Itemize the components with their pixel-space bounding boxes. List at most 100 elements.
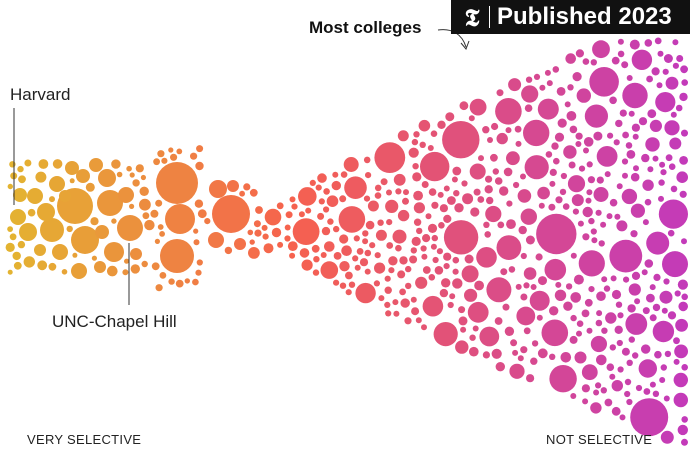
college-bubble [18, 175, 26, 184]
college-bubble [486, 277, 512, 303]
college-bubble [34, 244, 46, 256]
college-bubble [609, 373, 616, 380]
college-bubble [298, 187, 317, 206]
college-bubble [549, 365, 577, 393]
college-bubble [477, 196, 485, 203]
college-bubble [277, 241, 284, 248]
college-bubble [397, 130, 409, 142]
college-bubble [565, 283, 573, 290]
college-bubble [681, 364, 688, 371]
college-bubble [326, 195, 339, 207]
college-bubble [474, 280, 484, 291]
college-bubble [672, 62, 680, 69]
college-bubble [655, 92, 676, 113]
college-bubble [420, 245, 427, 252]
college-bubble [553, 157, 560, 165]
college-bubble [549, 168, 557, 176]
college-bubble [27, 188, 43, 204]
college-bubble [665, 154, 673, 162]
college-bubble [625, 142, 633, 149]
college-bubble [76, 169, 90, 183]
college-bubble [422, 266, 431, 274]
college-bubble [669, 137, 682, 150]
college-bubble [564, 101, 571, 108]
college-bubble [373, 280, 380, 287]
college-bubble [439, 288, 449, 298]
college-bubble [582, 398, 589, 405]
college-bubble [502, 303, 510, 311]
college-bubble [581, 384, 591, 393]
college-bubble [487, 137, 493, 143]
college-bubble [523, 119, 550, 147]
college-bubble [679, 190, 687, 198]
college-bubble [679, 156, 688, 165]
college-bubble [494, 317, 503, 325]
college-bubble [652, 303, 661, 312]
college-bubble [65, 161, 79, 175]
college-bubble [122, 269, 129, 276]
college-bubble [428, 274, 436, 281]
college-bubble [333, 252, 342, 260]
college-bubble [52, 244, 68, 260]
college-bubble [393, 173, 406, 186]
college-bubble [140, 174, 146, 181]
college-bubble [628, 336, 635, 343]
college-bubble [652, 155, 659, 162]
college-bubble [526, 374, 535, 383]
college-bubble [194, 199, 204, 208]
college-bubble [413, 190, 423, 201]
college-bubble [649, 119, 663, 132]
college-bubble [384, 286, 392, 294]
college-bubble [665, 76, 679, 90]
college-bubble [617, 312, 624, 319]
college-bubble [184, 278, 190, 284]
college-bubble [517, 355, 524, 362]
college-bubble [13, 261, 22, 270]
college-bubble [141, 260, 148, 268]
college-bubble [425, 213, 432, 220]
college-bubble [411, 236, 421, 246]
college-bubble [298, 211, 305, 218]
college-bubble [524, 155, 549, 180]
college-bubble [520, 293, 528, 301]
college-bubble [276, 202, 284, 210]
college-bubble [299, 248, 310, 258]
college-bubble [333, 279, 340, 286]
college-bubble [289, 252, 296, 259]
college-bubble [384, 301, 391, 308]
college-bubble [388, 256, 398, 266]
college-bubble [529, 290, 550, 311]
college-bubble [609, 344, 616, 351]
college-bubble [670, 111, 677, 118]
college-bubble [658, 199, 689, 229]
college-bubble [583, 147, 589, 154]
college-bubble [678, 301, 688, 312]
college-bubble [464, 254, 474, 264]
college-bubble [344, 176, 367, 199]
college-bubble [369, 242, 376, 249]
college-bubble [352, 255, 359, 262]
college-bubble [91, 255, 97, 261]
college-bubble [674, 290, 681, 297]
college-bubble [339, 234, 349, 244]
college-bubble [442, 121, 480, 159]
college-bubble [482, 126, 490, 134]
college-bubble [674, 344, 688, 359]
college-bubble [591, 237, 598, 244]
college-bubble [508, 266, 516, 273]
college-bubble [641, 153, 650, 163]
college-bubble [586, 161, 593, 168]
college-bubble [168, 278, 175, 285]
college-bubble [590, 59, 597, 66]
college-bubble [531, 340, 539, 347]
college-bubble [247, 229, 254, 236]
college-bubble [632, 352, 639, 359]
college-bubble [676, 55, 684, 62]
college-bubble [611, 56, 620, 65]
college-bubble [610, 275, 617, 282]
college-bubble [664, 120, 680, 136]
college-bubble [313, 256, 320, 263]
college-bubble [652, 320, 675, 343]
college-bubble [659, 161, 666, 168]
college-bubble [649, 314, 657, 322]
